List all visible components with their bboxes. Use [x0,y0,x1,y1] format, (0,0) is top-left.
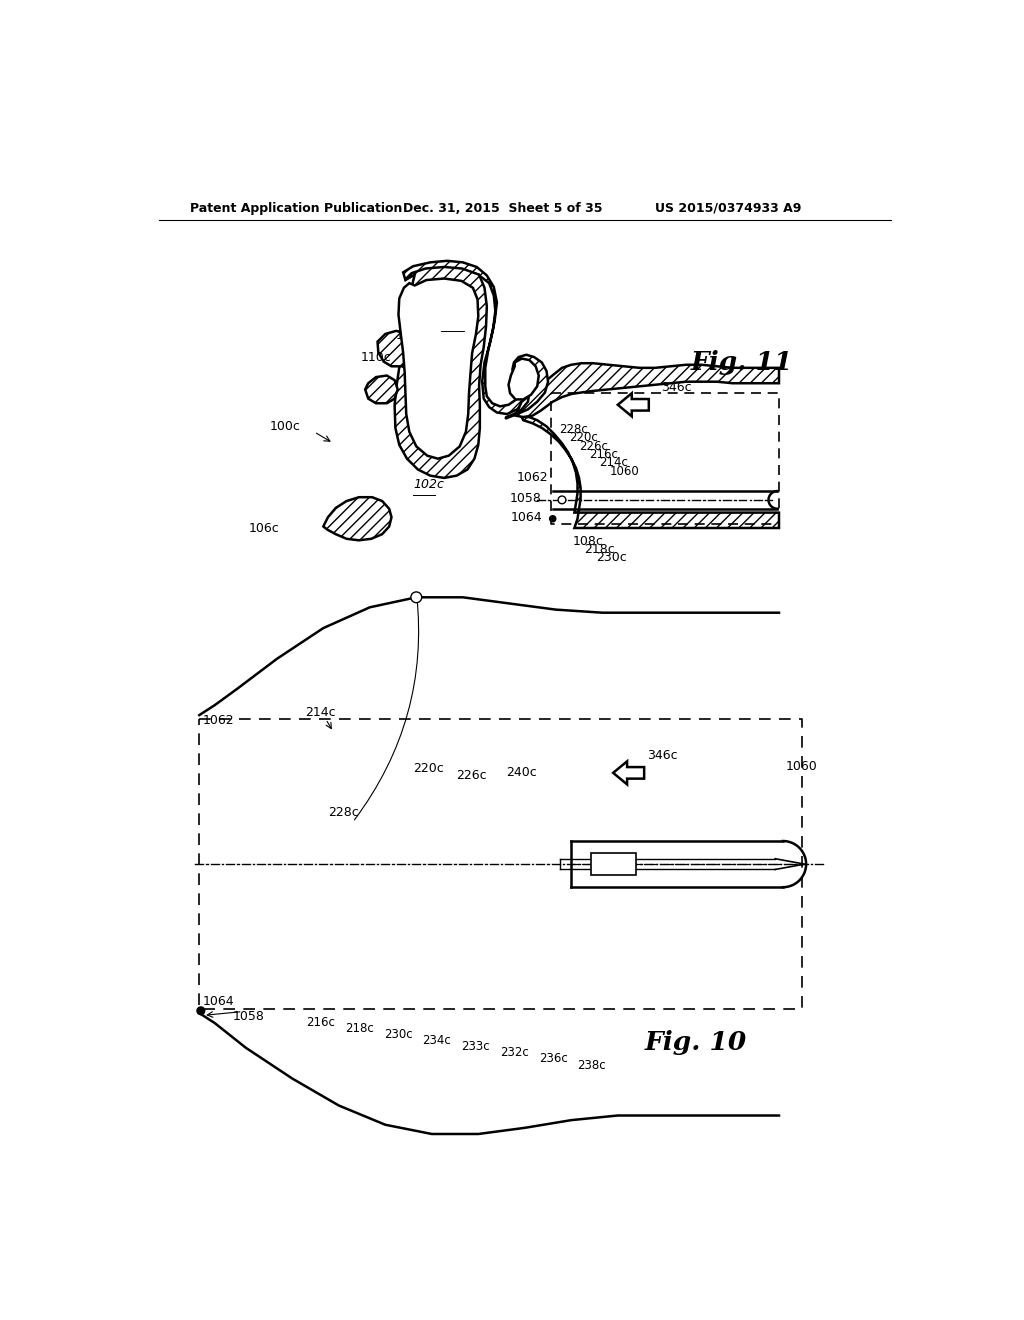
Text: 110c: 110c [360,351,391,363]
Circle shape [550,516,556,521]
Text: 1062: 1062 [516,471,548,484]
Text: 100c: 100c [269,420,300,433]
Circle shape [411,591,422,603]
Text: 236c: 236c [539,1052,567,1065]
Circle shape [558,496,566,504]
Text: 228c: 228c [559,422,588,436]
Text: 214c: 214c [305,706,335,719]
Circle shape [197,1007,205,1015]
Polygon shape [366,376,397,404]
Text: 240c: 240c [506,767,537,779]
Polygon shape [617,393,649,416]
Text: US 2015/0374933 A9: US 2015/0374933 A9 [655,202,802,215]
Text: 1060: 1060 [609,465,639,478]
Text: 218c: 218c [345,1022,374,1035]
Text: 238c: 238c [578,1059,606,1072]
Text: 1060: 1060 [785,760,817,774]
Text: 228c: 228c [328,807,358,820]
Text: 108c: 108c [572,536,604,548]
Text: 230c: 230c [596,550,627,564]
Text: 226c: 226c [457,770,487,783]
Polygon shape [398,279,478,459]
Text: 346c: 346c [662,381,692,395]
Text: Patent Application Publication: Patent Application Publication [190,202,402,215]
Polygon shape [378,331,415,367]
Polygon shape [403,261,531,414]
Bar [591,853,636,875]
Text: 232c: 232c [500,1047,528,1059]
Text: Fig. 11: Fig. 11 [690,350,793,375]
Text: 216c: 216c [306,1015,335,1028]
Polygon shape [509,359,539,400]
Text: 1064: 1064 [510,511,542,524]
Text: 106c: 106c [249,521,280,535]
Text: 216c: 216c [589,447,618,461]
Text: 102c: 102c [414,478,444,491]
Text: 234c: 234c [423,1034,452,1047]
Text: 218c: 218c [584,543,614,556]
Text: 1064: 1064 [203,995,234,1008]
Text: 1058: 1058 [510,492,542,506]
Polygon shape [324,498,391,540]
Text: 220c: 220c [414,762,444,775]
Text: 346c: 346c [647,748,678,762]
Text: 233c: 233c [461,1040,489,1053]
Text: 1058: 1058 [232,1010,264,1023]
Text: Dec. 31, 2015  Sheet 5 of 35: Dec. 31, 2015 Sheet 5 of 35 [403,202,603,215]
Polygon shape [506,355,548,418]
Polygon shape [394,267,486,478]
Text: 1062: 1062 [203,714,234,727]
Text: 230c: 230c [384,1028,413,1040]
Polygon shape [515,363,779,417]
Polygon shape [521,417,779,528]
Text: 214c: 214c [599,457,628,470]
Text: 226c: 226c [579,440,608,453]
Text: 220c: 220c [569,432,598,444]
Text: Fig. 10: Fig. 10 [644,1030,746,1055]
Text: 112c: 112c [395,329,426,342]
Text: 104c: 104c [441,319,472,333]
Polygon shape [613,762,644,784]
